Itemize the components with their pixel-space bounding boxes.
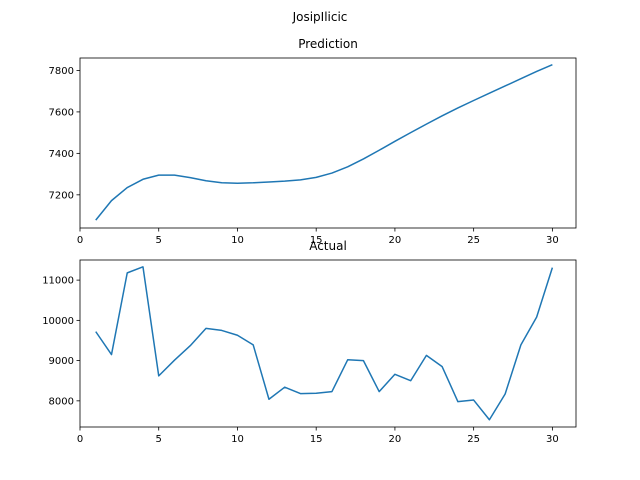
prediction-x-tick-label: 15 [310,235,323,246]
prediction-chart-title: Prediction [298,37,358,51]
prediction-axes-frame [79,57,577,229]
prediction-y-tick-label: 7200 [49,190,74,201]
actual-x-tick-label: 30 [546,434,559,445]
actual-y-tick-label: 10000 [42,316,74,327]
actual-axes-frame [79,259,577,428]
figure-suptitle: JosipIlicic [292,10,348,24]
prediction-x-tick-label: 25 [467,235,480,246]
prediction-series-line [95,63,553,221]
actual-x-tick-label: 5 [156,434,162,445]
prediction-x-tick-label: 0 [77,235,83,246]
actual-series-line [95,266,554,421]
prediction-x-tick-label: 30 [546,235,559,246]
prediction-y-tick-label: 7600 [49,107,74,118]
prediction-y-tick-label: 7800 [49,66,74,77]
prediction-y-tick-label: 7400 [49,149,74,160]
actual-chart: Actual 0 5 10 15 20 25 30 8000 9000 10000 11000 [42,239,577,445]
actual-x-tick-label: 20 [389,434,402,445]
actual-chart-title: Actual [309,239,347,253]
prediction-x-tick-label: 5 [156,235,162,246]
actual-x-tick-label: 0 [77,434,83,445]
actual-y-tick-label: 11000 [42,276,74,287]
prediction-x-tick-label: 20 [389,235,402,246]
prediction-x-tick-label: 10 [231,235,244,246]
actual-x-tick-label: 25 [467,434,480,445]
actual-x-tick-label: 10 [231,434,244,445]
actual-y-tick-label: 8000 [49,396,74,407]
actual-y-tick-label: 9000 [49,356,74,367]
actual-x-tick-label: 15 [310,434,323,445]
prediction-chart: Prediction 0 5 10 15 20 25 30 7200 7400 7600 7800 [49,37,577,246]
